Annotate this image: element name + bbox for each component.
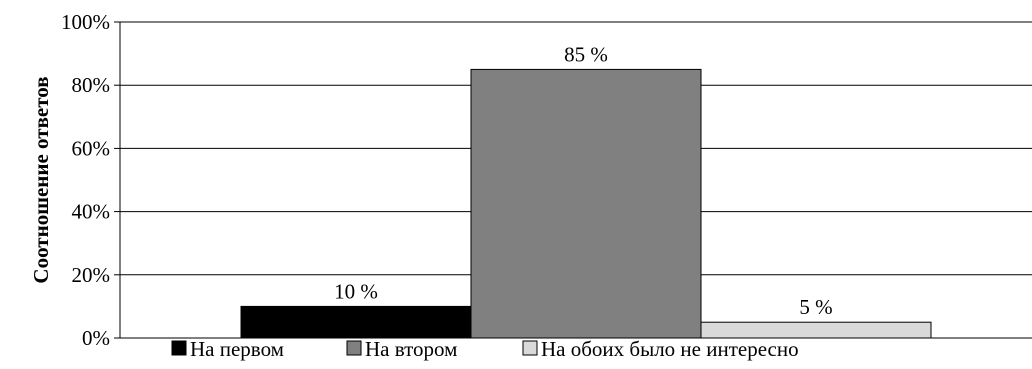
data-label: 5 % (799, 295, 832, 319)
legend-swatch (522, 340, 538, 356)
y-tick-label: 40% (72, 200, 111, 224)
legend-label: На обоих было не интересно (541, 337, 799, 361)
y-axis-title: Соотношение ответов (29, 76, 53, 283)
legend-label: На втором (365, 337, 457, 361)
axes (119, 22, 1032, 339)
data-label: 10 % (334, 279, 378, 303)
legend-swatch (346, 340, 362, 356)
y-tick-label: 80% (72, 73, 111, 97)
legend-swatch (171, 340, 187, 356)
y-tick-label: 0% (82, 326, 110, 350)
bar (470, 68, 702, 339)
bar (240, 305, 472, 339)
bar (700, 321, 932, 339)
data-label: 85 % (564, 42, 608, 66)
bars (240, 68, 932, 339)
legend: На первом На втором На обоих было не интер… (171, 337, 799, 361)
legend-label: На первом (190, 337, 284, 361)
data-labels: 10 % 85 % 5 % (334, 42, 833, 319)
y-tick-label: 100% (61, 10, 110, 34)
y-tick-label: 60% (72, 136, 111, 160)
y-tick-label: 20% (72, 263, 111, 287)
y-axis-ticks: 0% 20% 40% 60% 80% 100% (61, 10, 120, 350)
